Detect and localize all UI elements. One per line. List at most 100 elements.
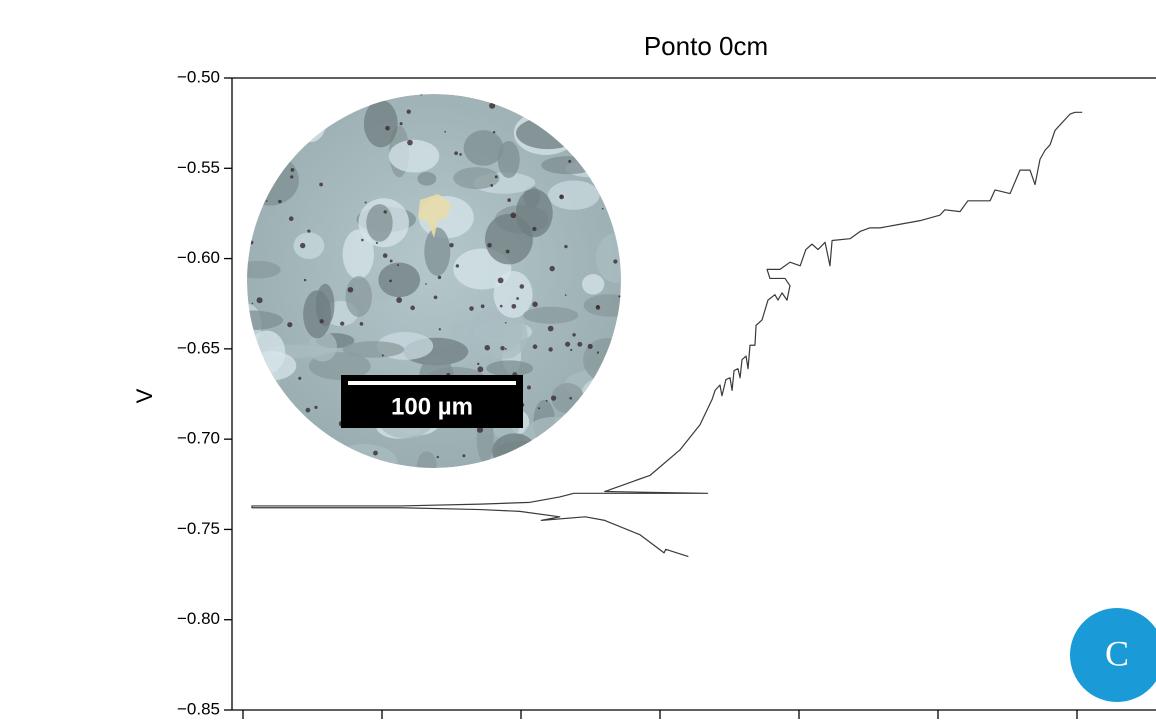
pore xyxy=(247,174,252,179)
pore xyxy=(314,406,317,409)
grain xyxy=(464,130,504,166)
grain xyxy=(596,233,637,283)
pore xyxy=(291,168,295,172)
pore xyxy=(506,250,510,254)
pore xyxy=(397,264,399,266)
pore xyxy=(306,408,311,413)
pore xyxy=(462,454,465,457)
grain xyxy=(561,132,602,144)
pore xyxy=(361,239,364,242)
pore xyxy=(420,93,422,95)
pore xyxy=(261,195,266,200)
pore xyxy=(580,160,584,164)
pore xyxy=(565,342,570,347)
pore xyxy=(596,305,601,310)
pore xyxy=(533,344,538,349)
pore xyxy=(319,319,323,323)
pore xyxy=(602,208,604,210)
pore xyxy=(618,107,620,109)
pore xyxy=(318,101,322,105)
pore xyxy=(382,354,384,356)
grain xyxy=(486,360,533,376)
pore xyxy=(500,346,504,350)
pore xyxy=(333,450,339,456)
pore xyxy=(396,297,402,303)
y-tick-label: −0.60 xyxy=(177,248,220,267)
pore xyxy=(302,439,308,445)
scale-bar-label: 100 µm xyxy=(391,393,473,420)
pore xyxy=(610,207,615,212)
grain xyxy=(417,451,437,480)
grain xyxy=(247,351,297,380)
grain xyxy=(580,81,603,109)
grain xyxy=(238,447,265,485)
y-tick-label: −0.85 xyxy=(177,699,220,718)
pore xyxy=(469,306,474,311)
pore xyxy=(298,377,301,380)
grain xyxy=(366,204,392,242)
pore xyxy=(340,322,344,326)
grain xyxy=(303,290,331,338)
pore xyxy=(385,126,390,131)
pore xyxy=(439,328,441,330)
pore xyxy=(449,243,453,247)
pore xyxy=(559,194,564,199)
pore xyxy=(493,131,495,133)
pore xyxy=(390,260,393,263)
pore xyxy=(608,351,611,354)
pore xyxy=(266,200,268,202)
pore xyxy=(520,284,525,289)
pore xyxy=(289,216,294,221)
pore xyxy=(477,366,483,372)
pore xyxy=(252,433,257,438)
grain xyxy=(232,138,287,180)
grain xyxy=(241,155,299,206)
grain xyxy=(330,444,398,481)
grain xyxy=(251,137,271,153)
pore xyxy=(257,297,263,303)
pore xyxy=(532,302,537,307)
grain xyxy=(450,319,508,341)
pore xyxy=(568,160,571,163)
pore xyxy=(516,297,519,300)
pore xyxy=(252,303,254,305)
grain xyxy=(296,104,326,142)
pore xyxy=(487,243,492,248)
pore xyxy=(253,414,258,419)
pore xyxy=(511,304,516,309)
pore xyxy=(505,322,507,324)
pore xyxy=(376,242,378,244)
grain xyxy=(498,141,520,178)
grain xyxy=(548,181,600,210)
grain xyxy=(592,444,611,459)
pore xyxy=(597,115,600,118)
pore xyxy=(373,451,378,456)
chart-title: Ponto 0cm xyxy=(644,31,768,61)
grain xyxy=(232,428,263,448)
chart: Ponto 0cm V 100 µm C −0.85−0.80−0.75−0.7… xyxy=(0,0,1156,724)
grain xyxy=(492,433,536,469)
pore xyxy=(444,131,446,133)
pore xyxy=(495,175,498,178)
pore xyxy=(307,230,310,233)
pore xyxy=(454,151,458,155)
y-tick-label: −0.70 xyxy=(177,429,220,448)
pore xyxy=(548,347,552,351)
pore xyxy=(565,294,567,296)
pore xyxy=(527,385,531,389)
pore xyxy=(287,322,292,327)
pore xyxy=(300,243,305,248)
y-tick-label: −0.65 xyxy=(177,338,220,357)
pore xyxy=(456,264,459,267)
pore xyxy=(278,200,282,204)
pore xyxy=(602,120,604,122)
pore xyxy=(532,227,536,231)
pore xyxy=(549,266,554,271)
pore xyxy=(434,295,438,299)
pore xyxy=(407,140,413,146)
grain xyxy=(516,117,580,149)
pore xyxy=(553,432,558,437)
grain xyxy=(523,307,578,324)
grain xyxy=(523,417,586,456)
pore xyxy=(613,259,617,263)
